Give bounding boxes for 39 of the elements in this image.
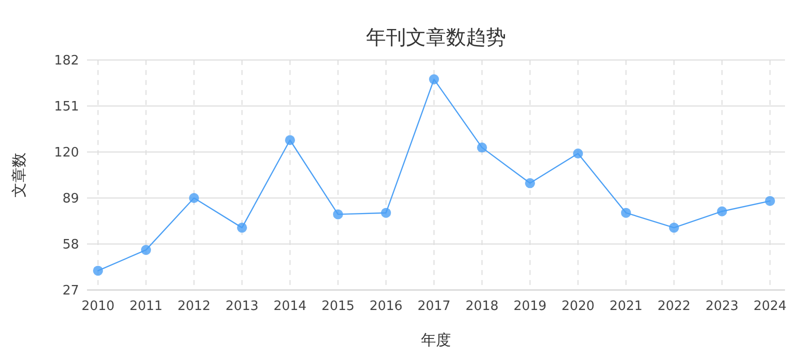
chart-title: 年刊文章数趋势 <box>366 25 506 49</box>
x-tick-label: 2015 <box>321 299 355 314</box>
y-tick-label: 58 <box>62 238 79 252</box>
x-tick-label: 2018 <box>465 299 499 314</box>
y-tick-label: 27 <box>62 284 79 298</box>
x-tick-label: 2011 <box>129 299 163 314</box>
x-tick-label: 2019 <box>513 299 547 314</box>
point <box>717 206 727 216</box>
x-tick-label: 2022 <box>657 299 691 314</box>
x-tick-label: 2016 <box>369 299 403 314</box>
point <box>477 142 487 153</box>
point <box>525 178 535 188</box>
x-tick-label: 2021 <box>609 299 643 314</box>
point <box>669 222 679 233</box>
point <box>189 193 199 203</box>
point <box>765 196 775 206</box>
y-tick-label: 120 <box>54 146 79 160</box>
point <box>141 244 151 255</box>
x-tick-label: 2023 <box>705 299 739 314</box>
x-tick-label: 2010 <box>81 299 115 314</box>
point <box>237 222 247 233</box>
point <box>333 209 343 220</box>
y-tick-label: 151 <box>54 100 79 114</box>
x-tick-label: 2017 <box>417 299 451 314</box>
x-tick-label: 2014 <box>273 299 307 314</box>
point <box>573 148 583 158</box>
x-tick-label: 2024 <box>753 299 787 314</box>
x-axis-title: 年度 <box>421 331 451 349</box>
x-tick-label: 2013 <box>225 299 259 314</box>
x-tick-label: 2020 <box>561 299 595 314</box>
point <box>381 208 391 218</box>
x-tick-label: 2012 <box>177 299 211 314</box>
point <box>429 74 439 84</box>
point <box>93 266 103 276</box>
point <box>621 208 631 218</box>
y-tick-label: 89 <box>62 192 79 206</box>
y-tick-label: 182 <box>54 54 79 68</box>
y-axis-title: 文章数 <box>10 152 28 198</box>
point <box>285 135 295 146</box>
